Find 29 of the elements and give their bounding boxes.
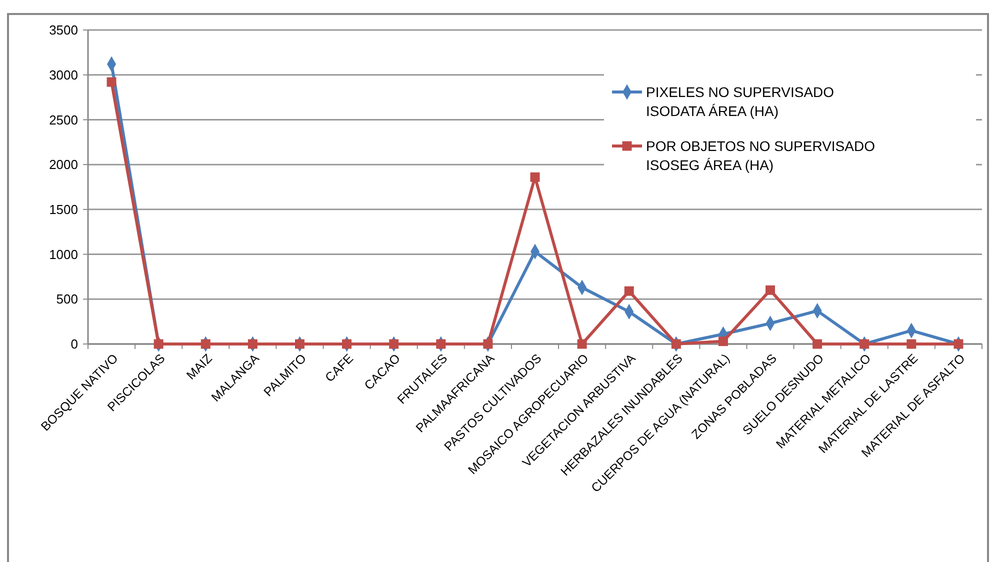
point [154, 339, 164, 349]
y-tick-label: 2000 [49, 157, 78, 172]
y-tick-label: 500 [56, 292, 78, 307]
point [389, 339, 399, 349]
legend-label: PIXELES NO SUPERVISADO ISODATA ÁREA (HA) [646, 84, 834, 119]
point [106, 77, 116, 87]
point [860, 339, 870, 349]
legend-label: POR OBJETOS NO SUPERVISADO ISOSEG ÁREA (HA) [646, 138, 876, 173]
point [248, 339, 258, 349]
point [530, 172, 540, 182]
point [200, 339, 210, 349]
y-tick-label: 0 [70, 336, 78, 352]
point [671, 339, 681, 349]
y-tick-label: 1000 [49, 246, 78, 262]
point [766, 285, 776, 295]
point [624, 286, 634, 296]
y-tick-label: 3500 [49, 22, 78, 38]
point [294, 339, 304, 349]
y-tick-label: 3000 [49, 67, 78, 82]
point [436, 339, 446, 349]
point [577, 339, 587, 349]
y-tick-label: 1500 [49, 202, 78, 217]
y-tick-label: 2500 [49, 112, 78, 128]
point [342, 339, 352, 349]
point [954, 339, 964, 349]
point [483, 339, 493, 349]
point [718, 336, 728, 346]
point [906, 339, 916, 349]
point [812, 339, 822, 349]
